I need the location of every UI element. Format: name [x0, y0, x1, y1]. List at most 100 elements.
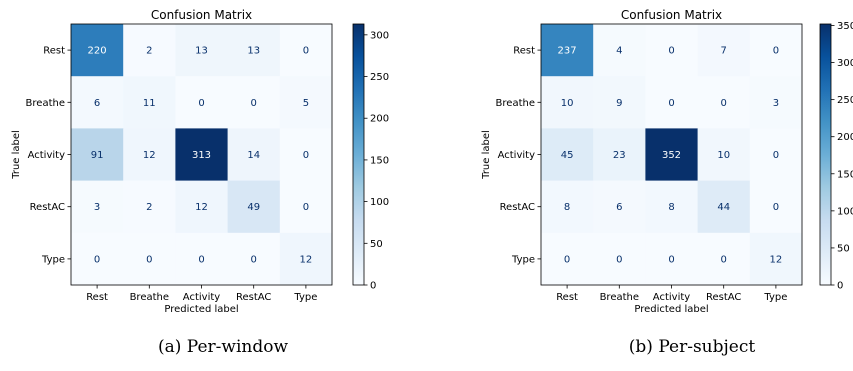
- cell-value-label: 9: [616, 98, 622, 109]
- cell-value-label: 14: [247, 150, 260, 161]
- cell-value-label: 3: [94, 202, 100, 213]
- y-tick-label: Type: [511, 254, 535, 265]
- cell-value-label: 91: [91, 150, 104, 161]
- cell-value-label: 10: [717, 150, 730, 161]
- subfigure-caption: (a) Per-window: [158, 337, 288, 357]
- heatmap-cell: [541, 128, 594, 182]
- x-axis-label: Predicted label: [634, 304, 708, 315]
- heatmap-cell: [593, 24, 646, 77]
- heatmap-cell: [697, 232, 751, 286]
- y-tick-label: Activity: [28, 150, 65, 161]
- heatmap-cell: [645, 232, 699, 286]
- cell-value-label: 0: [564, 254, 570, 265]
- heatmap-cell: [541, 76, 594, 129]
- heatmap-cell: [71, 232, 124, 286]
- heatmap-cell: [645, 128, 699, 182]
- heatmap-cell: [227, 128, 281, 182]
- x-tick-label: Rest: [86, 292, 108, 303]
- heatmap-cell: [71, 180, 124, 234]
- heatmap-cell: [749, 180, 803, 234]
- heatmap-cell: [697, 180, 751, 234]
- heatmap-cell: [227, 180, 281, 234]
- cell-value-label: 0: [773, 202, 779, 213]
- x-tick-label: Activity: [183, 292, 220, 303]
- heatmap-cell: [279, 76, 333, 129]
- cell-value-label: 237: [558, 46, 577, 57]
- heatmap-cell: [227, 76, 281, 129]
- colorbar-tick-label: 250: [370, 72, 389, 83]
- x-tick-label: Rest: [556, 292, 578, 303]
- x-tick-label: Activity: [653, 292, 690, 303]
- heatmap-cell: [697, 128, 751, 182]
- cell-value-label: 313: [192, 150, 211, 161]
- y-tick-label: Rest: [513, 46, 535, 57]
- x-tick-label: Type: [293, 292, 317, 303]
- cell-value-label: 0: [303, 150, 309, 161]
- cell-value-label: 220: [88, 46, 107, 57]
- heatmap-cell: [697, 24, 751, 77]
- cell-value-label: 5: [303, 98, 309, 109]
- cell-value-label: 0: [251, 254, 257, 265]
- cell-value-label: 0: [773, 150, 779, 161]
- colorbar-tick-label: 200: [370, 114, 389, 125]
- heatmap-cell: [71, 24, 124, 77]
- y-tick-label: Type: [41, 254, 65, 265]
- x-tick-label: Type: [763, 292, 787, 303]
- cell-value-label: 0: [303, 46, 309, 57]
- colorbar-tick-label: 300: [837, 58, 853, 69]
- heatmap-cell: [749, 232, 803, 286]
- heatmap-cell: [749, 76, 803, 129]
- cell-value-label: 8: [668, 202, 674, 213]
- heatmap-cell: [279, 232, 333, 286]
- y-tick-label: Breathe: [26, 98, 65, 109]
- cell-value-label: 0: [616, 254, 622, 265]
- heatmap-cell: [697, 76, 751, 129]
- x-tick-label: Breathe: [130, 292, 169, 303]
- heatmap-cell: [541, 180, 594, 234]
- cell-value-label: 0: [721, 98, 727, 109]
- colorbar-tick-label: 100: [837, 206, 853, 217]
- cell-value-label: 0: [198, 98, 204, 109]
- colorbar: [352, 23, 365, 286]
- heatmap-cell: [123, 76, 176, 129]
- y-axis-label: True label: [11, 130, 22, 180]
- cell-value-label: 6: [616, 202, 622, 213]
- cell-value-label: 2: [146, 46, 152, 57]
- heatmap-cell: [123, 24, 176, 77]
- cell-value-label: 6: [94, 98, 100, 109]
- y-tick-label: Breathe: [496, 98, 535, 109]
- cell-value-label: 2: [146, 202, 152, 213]
- heatmap-cell: [541, 24, 594, 77]
- heatmap-cell: [593, 180, 646, 234]
- colorbar-tick-label: 0: [370, 281, 376, 292]
- cell-value-label: 11: [143, 98, 156, 109]
- y-tick-label: RestAC: [30, 202, 65, 213]
- chart-title: Confusion Matrix: [151, 8, 252, 22]
- heatmap-cell: [593, 128, 646, 182]
- heatmap-cell: [645, 24, 699, 77]
- heatmap-cell: [71, 128, 124, 182]
- x-axis-label: Predicted label: [164, 304, 238, 315]
- chart-title: Confusion Matrix: [621, 8, 722, 22]
- heatmap-cell: [175, 128, 229, 182]
- subfigure-caption: (b) Per-subject: [629, 337, 756, 357]
- colorbar-tick-label: 0: [837, 281, 843, 292]
- heatmap-cell: [749, 128, 803, 182]
- heatmap-cell: [123, 232, 176, 286]
- cell-value-label: 0: [94, 254, 100, 265]
- colorbar-tick-label: 50: [837, 243, 850, 254]
- cell-value-label: 12: [143, 150, 156, 161]
- cell-value-label: 10: [561, 98, 574, 109]
- cell-value-label: 7: [721, 46, 727, 57]
- heatmap-cell: [749, 24, 803, 77]
- y-tick-label: Activity: [498, 150, 535, 161]
- heatmap-cell: [645, 76, 699, 129]
- x-tick-label: RestAC: [236, 292, 271, 303]
- cell-value-label: 49: [247, 202, 260, 213]
- y-axis-label: True label: [481, 130, 492, 180]
- cell-value-label: 0: [668, 254, 674, 265]
- colorbar-tick-label: 200: [837, 132, 853, 143]
- colorbar: [819, 23, 832, 286]
